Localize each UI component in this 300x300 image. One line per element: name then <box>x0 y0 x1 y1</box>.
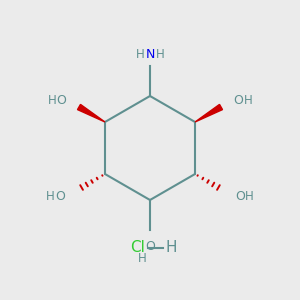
Text: Cl: Cl <box>130 241 146 256</box>
Text: N: N <box>145 47 155 61</box>
Text: H: H <box>165 241 177 256</box>
Text: H: H <box>46 190 55 202</box>
Text: O: O <box>233 94 243 107</box>
Text: O: O <box>55 190 65 202</box>
Text: H: H <box>48 94 57 107</box>
Text: H: H <box>138 252 146 265</box>
Text: O: O <box>57 94 67 107</box>
Text: H: H <box>243 94 252 107</box>
Text: O: O <box>235 190 245 202</box>
Text: O: O <box>145 240 155 253</box>
Polygon shape <box>195 104 223 122</box>
Text: H: H <box>245 190 254 202</box>
Polygon shape <box>77 104 105 122</box>
Text: H: H <box>136 47 144 61</box>
Text: H: H <box>156 47 164 61</box>
